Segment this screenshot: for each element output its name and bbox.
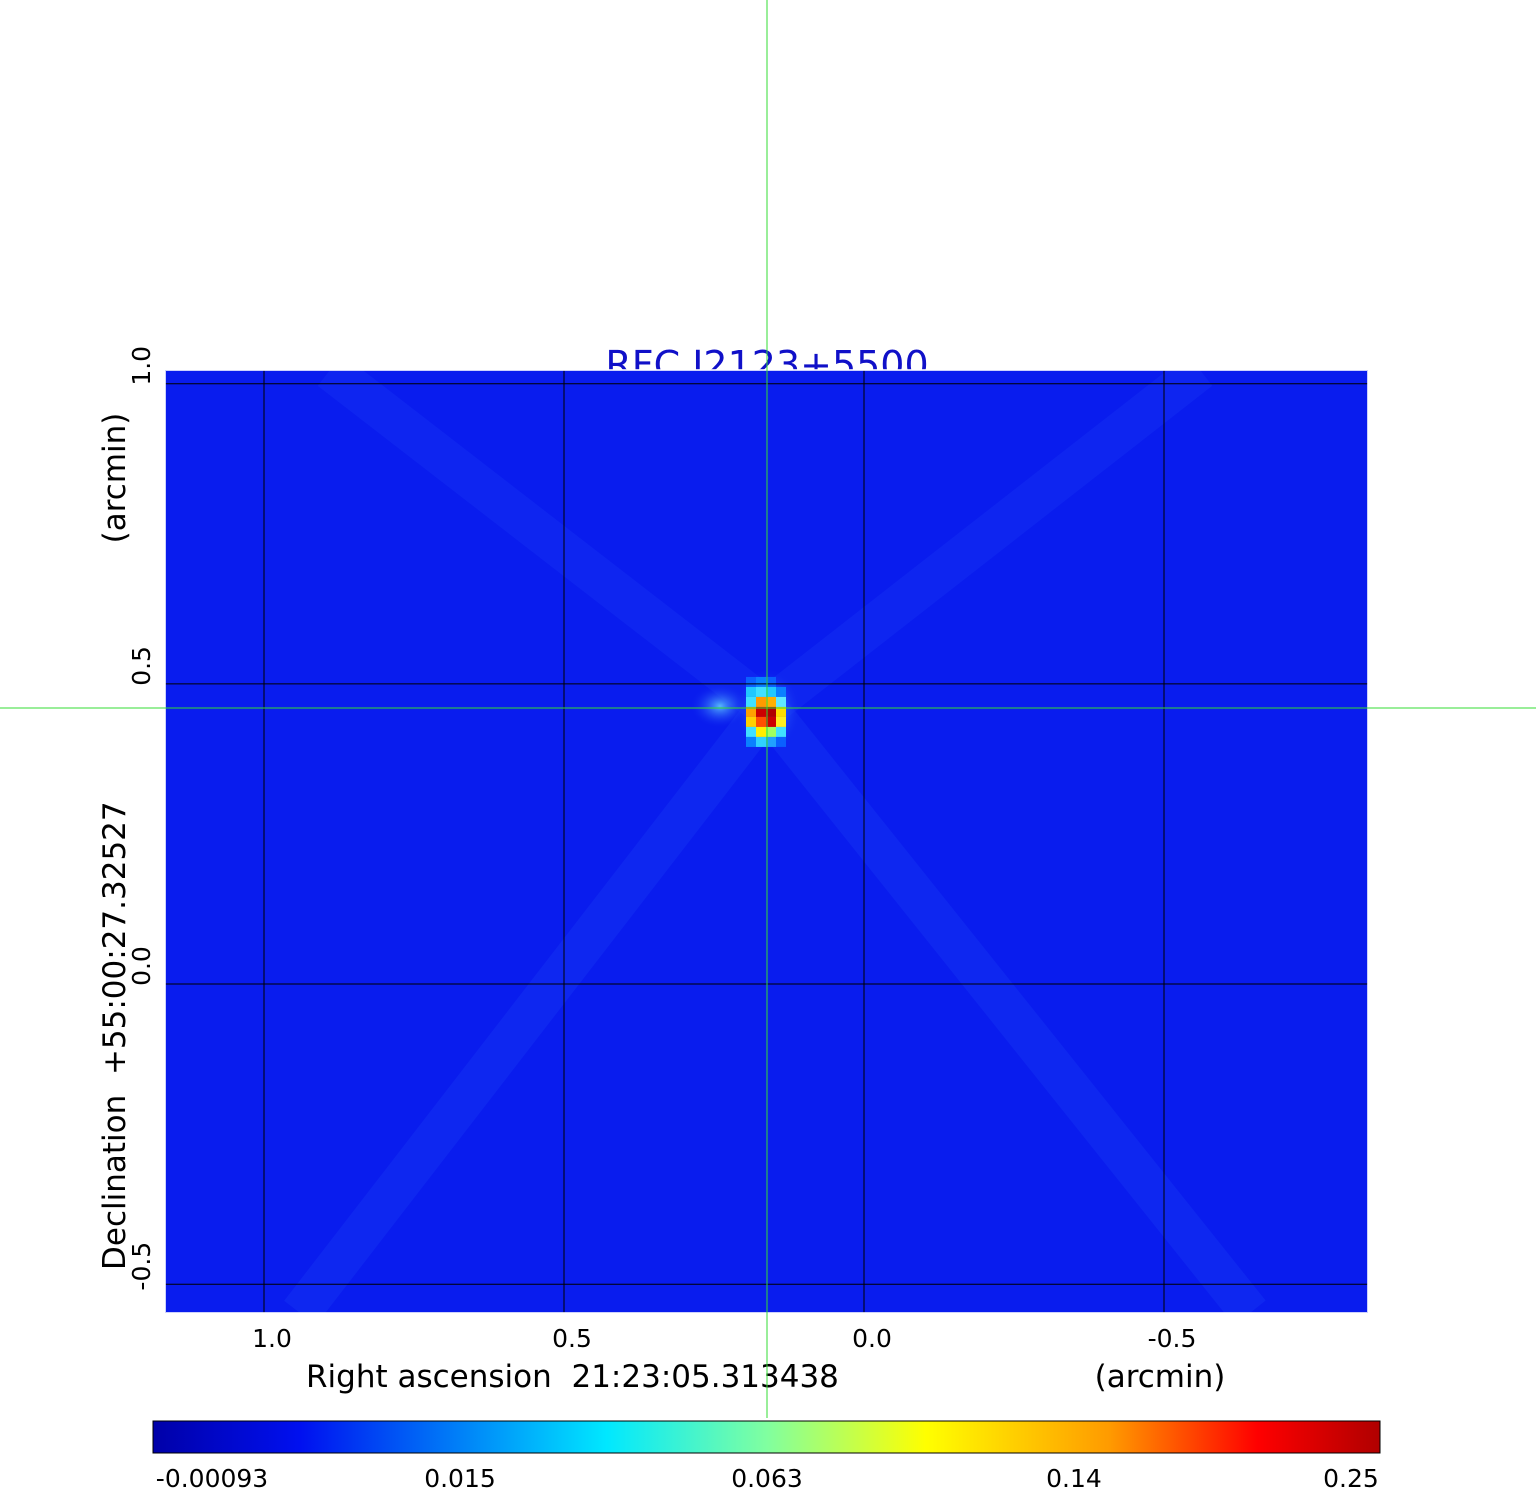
source-pixel — [766, 726, 776, 737]
source-pixel — [756, 736, 766, 747]
y-tick-labels: 1.0 0.5 0.0 -0.5 — [127, 346, 156, 1291]
colorbar-tick-label: 0.14 — [1046, 1464, 1102, 1493]
x-tick-label: 0.5 — [552, 1324, 592, 1353]
source-pixel — [746, 676, 756, 687]
source-pixel — [746, 686, 756, 697]
x-tick-label: -0.5 — [1148, 1324, 1197, 1353]
source-pixel — [776, 716, 786, 727]
y-axis-label: Declination +55:00:27.32527 — [97, 801, 133, 1270]
colorbar-tick-label: 0.015 — [424, 1464, 496, 1493]
source-pixel — [776, 706, 786, 717]
source-pixel — [766, 696, 776, 707]
source-pixel — [746, 706, 756, 717]
source-pixel — [766, 676, 776, 687]
source-pixel — [766, 716, 776, 727]
colorbar-tick-label: 0.063 — [731, 1464, 803, 1493]
source-pixel — [756, 706, 766, 717]
source-pixel — [776, 726, 786, 737]
x-axis-unit: (arcmin) — [1095, 1359, 1226, 1395]
source-pixel — [766, 736, 776, 747]
source-pixel — [776, 686, 786, 697]
x-tick-labels: 1.0 0.5 0.0 -0.5 — [252, 1324, 1196, 1353]
y-axis-unit: (arcmin) — [97, 413, 133, 544]
source-pixel — [756, 686, 766, 697]
y-tick-label: 0.0 — [127, 946, 156, 986]
source-pixel — [756, 676, 766, 687]
source-pixel — [756, 696, 766, 707]
colorbar — [152, 1420, 1381, 1454]
source-pixel — [746, 716, 756, 727]
source-pixel — [766, 706, 776, 717]
source-pixel — [746, 726, 756, 737]
colorbar-tick-label: 0.25 — [1323, 1464, 1379, 1493]
colorbar-tick-label: -0.00093 — [156, 1464, 268, 1493]
colorbar-tick-labels: -0.00093 0.015 0.063 0.14 0.25 — [156, 1464, 1379, 1493]
source-pixel — [766, 686, 776, 697]
radio-source — [746, 676, 786, 747]
y-tick-label: -0.5 — [127, 1242, 156, 1291]
y-tick-label: 1.0 — [127, 346, 156, 386]
y-tick-label: 0.5 — [127, 646, 156, 686]
source-pixel — [776, 736, 786, 747]
source-pixel — [756, 716, 766, 727]
x-axis-label: Right ascension 21:23:05.313438 — [306, 1359, 839, 1395]
source-pixel — [746, 736, 756, 747]
x-tick-label: 0.0 — [852, 1324, 892, 1353]
source-pixel — [776, 696, 786, 707]
x-tick-label: 1.0 — [252, 1324, 292, 1353]
source-pixel — [746, 696, 756, 707]
source-pixel — [756, 726, 766, 737]
